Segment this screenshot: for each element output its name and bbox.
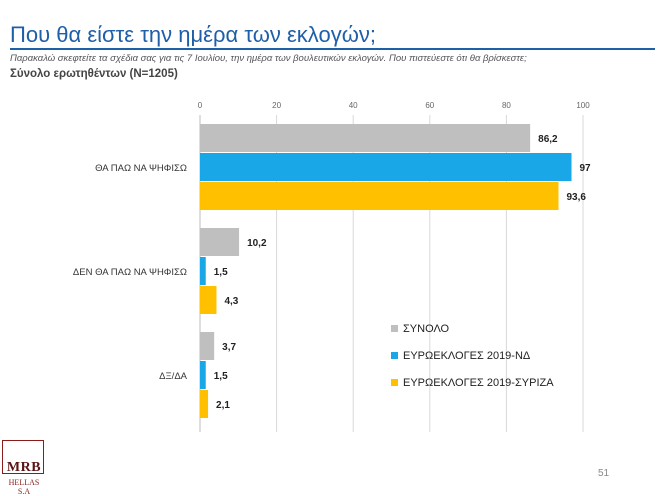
- x-tick-label: 40: [349, 101, 358, 110]
- legend-label: ΣΥΝΟΛΟ: [403, 323, 450, 335]
- logo-sub-text: HELLAS S.A: [8, 478, 40, 496]
- data-label: 2,1: [216, 400, 230, 411]
- logo-main-text: MRB: [6, 460, 42, 475]
- bar: [200, 182, 559, 210]
- page-title: Που θα είστε την ημέρα των εκλογών;: [10, 22, 376, 47]
- question-text: Παρακαλώ σκεφτείτε τα σχέδια σας για τις…: [10, 53, 527, 64]
- bar: [200, 257, 206, 285]
- x-tick-label: 100: [576, 101, 590, 110]
- logo-frame: [2, 440, 44, 474]
- legend-label: ΕΥΡΩΕΚΛΟΓΕΣ 2019-ΣΥΡΙΖΑ: [403, 377, 554, 389]
- data-label: 4,3: [224, 296, 238, 307]
- sample-base: Σύνολο ερωτηθέντων (N=1205): [10, 68, 178, 80]
- legend-label: ΕΥΡΩΕΚΛΟΓΕΣ 2019-ΝΔ: [403, 350, 531, 362]
- legend-swatch: [391, 352, 398, 359]
- x-tick-label: 20: [272, 101, 281, 110]
- category-label: ΔΕΝ ΘΑ ΠΑΩ ΝΑ ΨΗΦΙΣΩ: [73, 267, 187, 278]
- bar: [200, 228, 240, 256]
- bar: [200, 286, 217, 314]
- legend-swatch: [391, 379, 398, 386]
- bar: [200, 332, 215, 360]
- x-tick-label: 60: [425, 101, 434, 110]
- category-label: ΔΞ/ΔΑ: [159, 371, 188, 382]
- bar: [200, 361, 206, 389]
- data-label: 93,6: [566, 192, 586, 203]
- title-divider: [10, 48, 655, 50]
- x-tick-label: 80: [502, 101, 511, 110]
- data-label: 86,2: [538, 134, 558, 145]
- data-label: 1,5: [214, 371, 228, 382]
- data-label: 1,5: [214, 267, 228, 278]
- category-label: ΘΑ ΠΑΩ ΝΑ ΨΗΦΙΣΩ: [95, 163, 187, 174]
- x-tick-label: 0: [198, 101, 203, 110]
- bar: [200, 124, 531, 152]
- data-label: 10,2: [247, 238, 267, 249]
- legend-swatch: [391, 325, 398, 332]
- bar: [200, 153, 572, 181]
- data-label: 3,7: [222, 342, 236, 353]
- page-number: 51: [598, 468, 610, 479]
- data-label: 97: [580, 163, 592, 174]
- bar: [200, 390, 209, 418]
- mrb-logo: MRB HELLAS S.A: [2, 440, 46, 496]
